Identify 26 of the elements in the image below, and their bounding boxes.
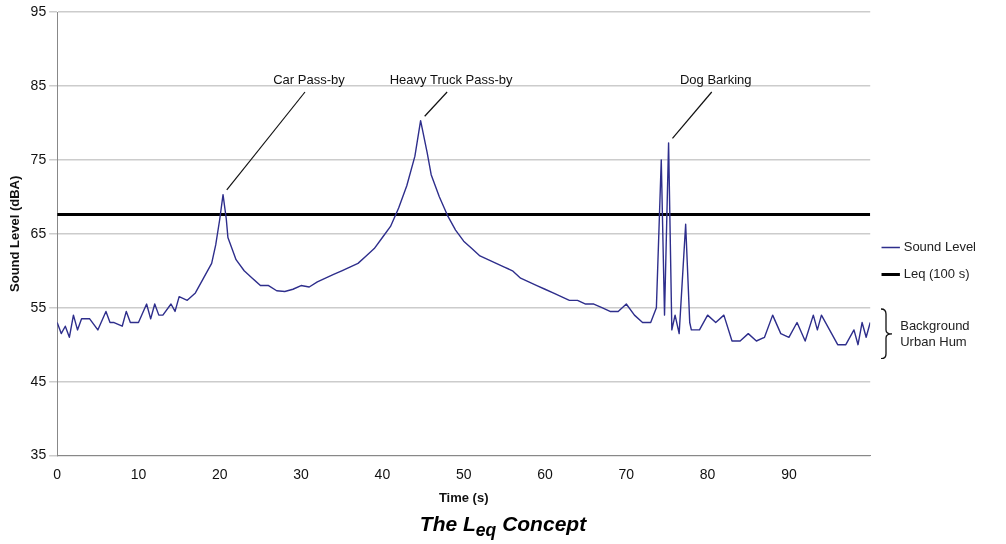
x-tick-label: 20 [211,465,228,482]
x-axis-title: Time (s) [438,489,489,505]
y-tick-label: 35 [30,446,47,463]
x-tick-label: 40 [374,465,391,482]
y-tick-label: 75 [30,150,47,167]
x-tick-label: 0 [53,465,62,482]
annotation: Heavy Truck Pass-by [389,71,514,87]
y-tick-label: 45 [30,372,47,389]
legend-label: Sound Level [903,239,977,255]
x-tick-label: 80 [699,465,716,482]
x-tick-label: 30 [293,465,310,482]
annotation: Dog Barking [679,71,752,87]
legend-label: Leq (100 s) [903,266,970,282]
x-tick-label: 60 [537,465,553,482]
y-tick-label: 85 [30,76,47,93]
y-tick-label: 65 [30,224,47,241]
y-axis-title: Sound Level (dBA) [7,175,23,292]
y-tick-label: 55 [30,298,47,315]
annotation: Car Pass-by [273,71,346,87]
x-tick-label: 90 [781,465,797,482]
y-tick-label: 95 [30,2,47,19]
x-tick-label: 70 [618,465,635,482]
x-tick-label: 50 [455,465,472,482]
text: Background Urban Hum [900,317,971,350]
text: The L$_{eq}$ Concept [418,512,588,542]
x-tick-label: 10 [130,465,147,482]
